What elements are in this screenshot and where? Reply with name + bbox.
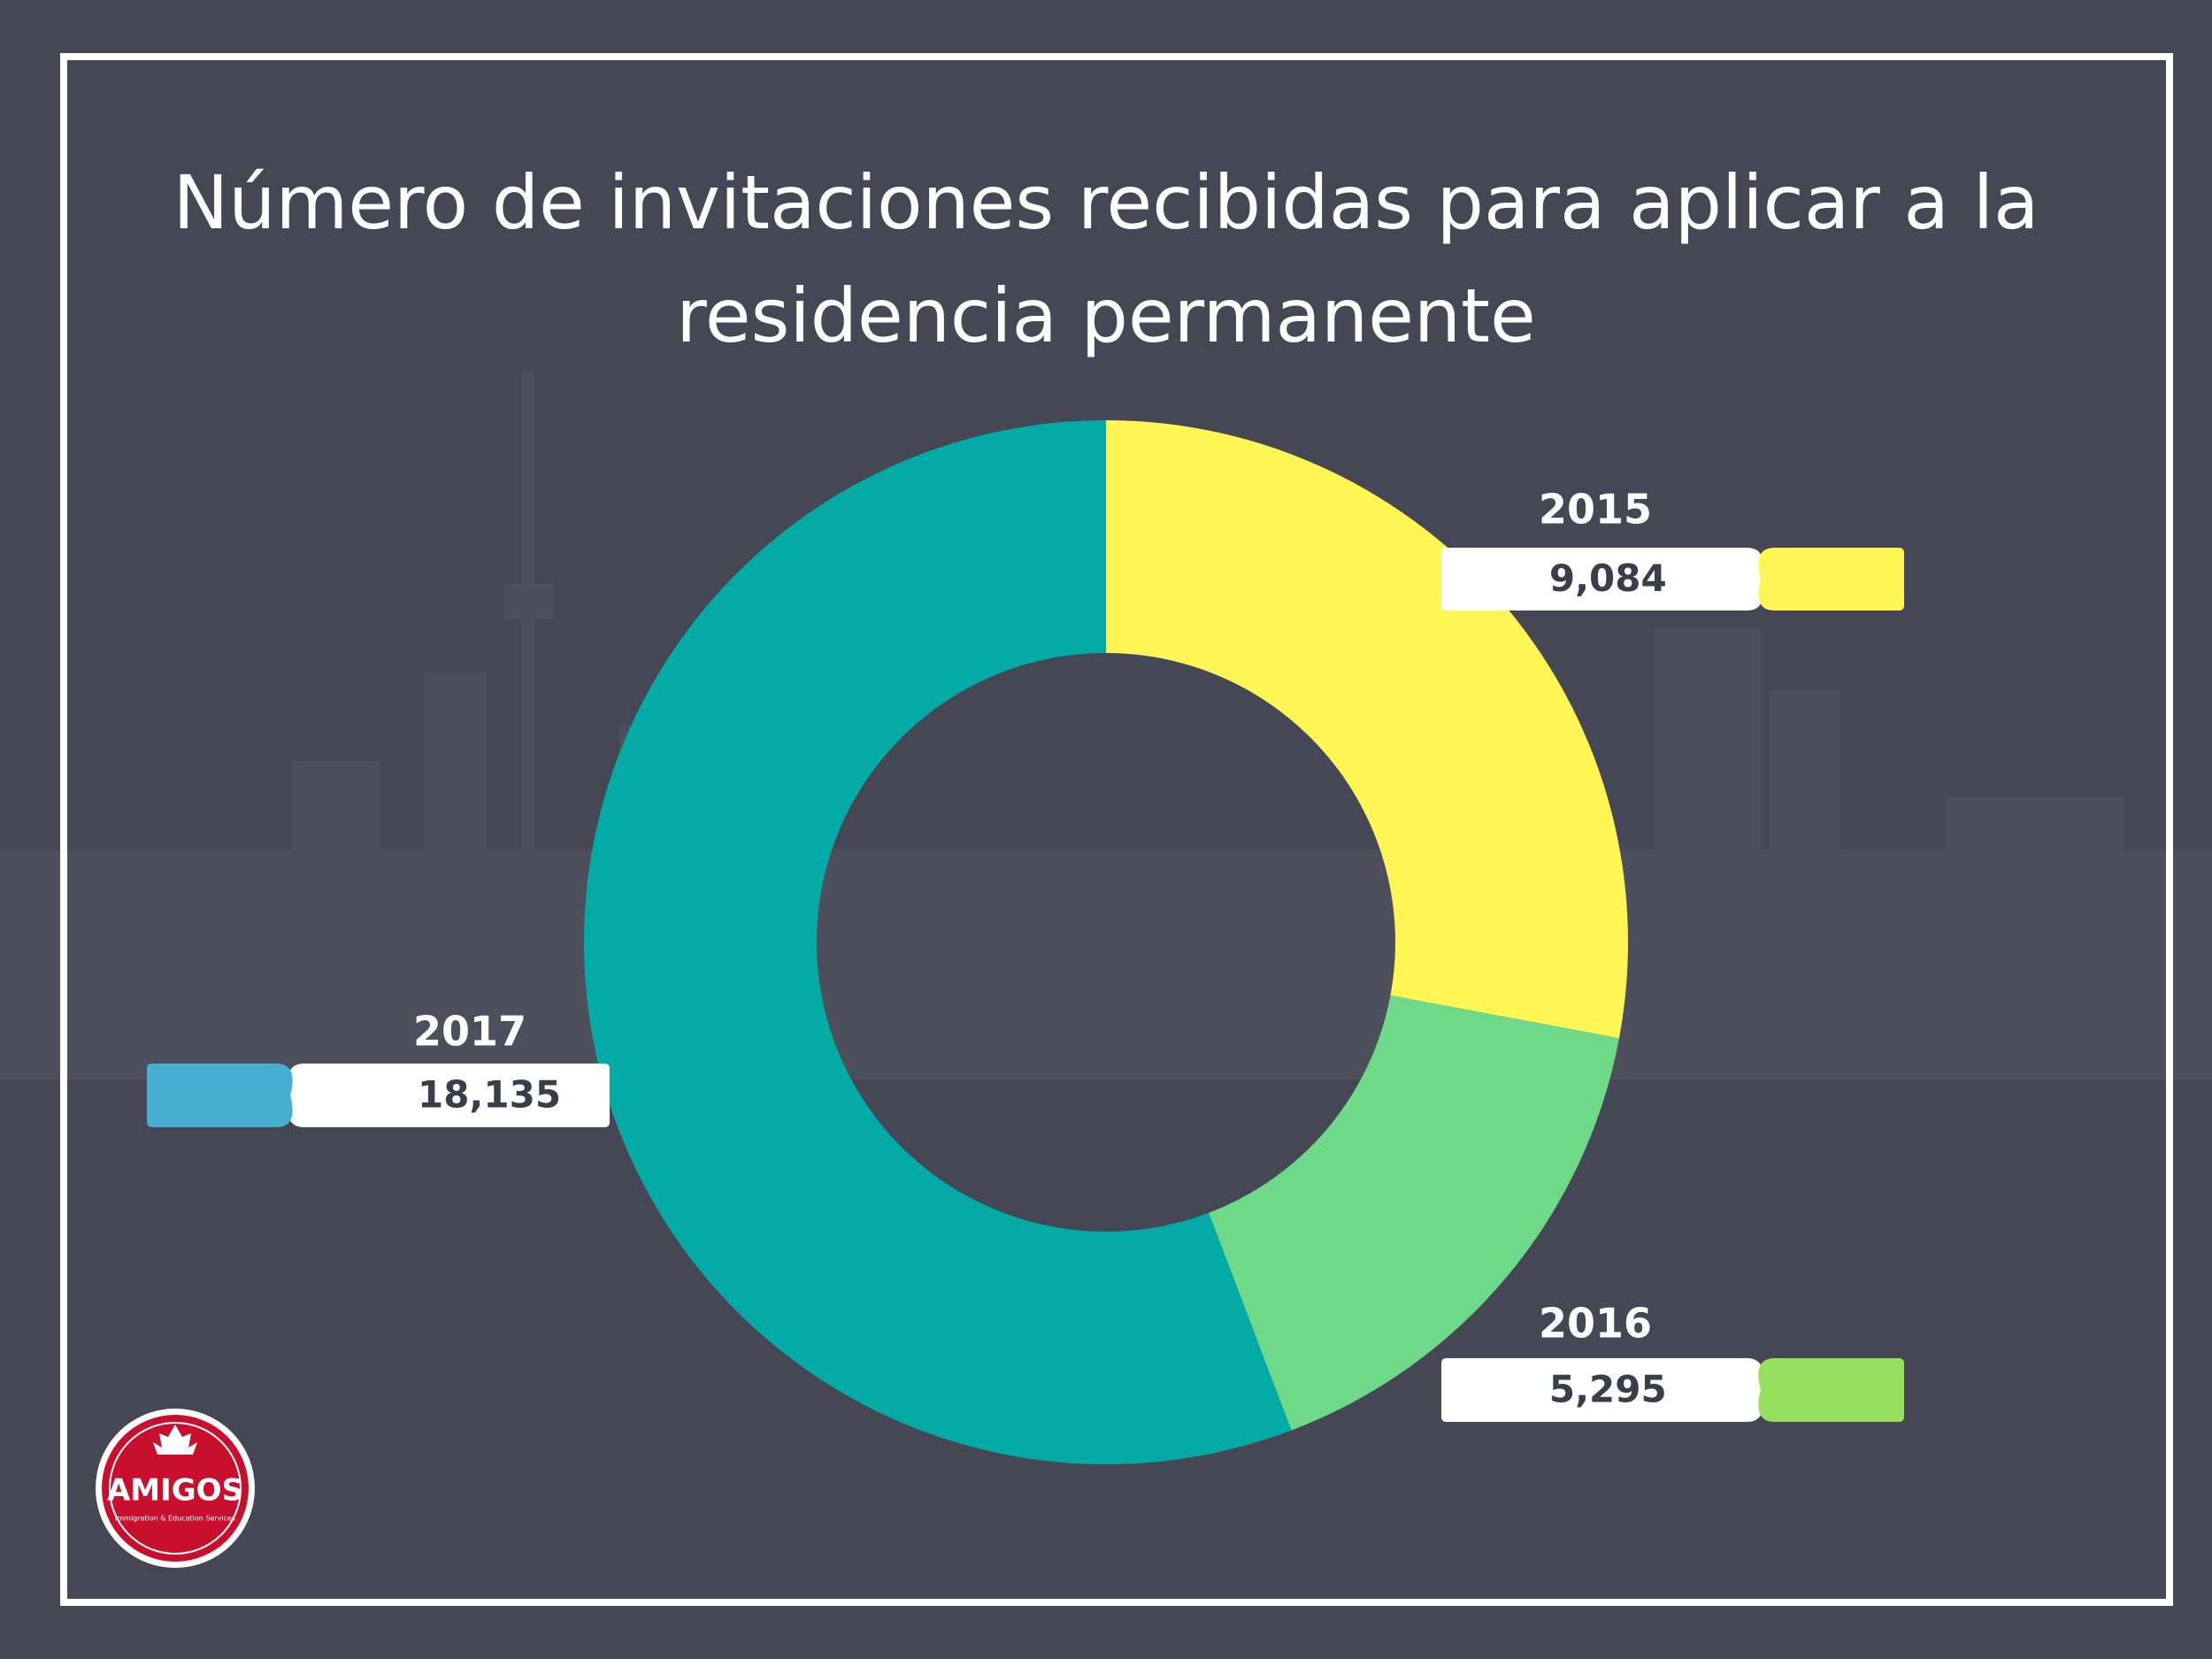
value-label: 18,135: [418, 1073, 561, 1117]
label-tag: [1441, 548, 1763, 611]
category-label: 2017: [413, 1008, 526, 1056]
category-label: 2015: [1539, 486, 1652, 534]
label-tag-end: [1758, 548, 1904, 611]
slice: [583, 420, 1292, 1465]
logo-tagline: Immigration & Education Services: [115, 1515, 235, 1523]
label-tag: [288, 1064, 610, 1127]
logo-name: AMIGOS: [107, 1473, 243, 1509]
frame: [60, 53, 2173, 1606]
value-label: 5,295: [1549, 1368, 1667, 1411]
slice: [1209, 995, 1619, 1431]
label-tag: [1441, 1358, 1763, 1422]
value-label: 9,084: [1549, 557, 1667, 600]
logo: AMIGOS Immigration & Education Services: [96, 1409, 255, 1568]
category-label: 2016: [1539, 1300, 1652, 1348]
chart-title: Número de invitaciones recibidas para ap…: [173, 159, 2039, 359]
label-tag-end: [1758, 1358, 1904, 1422]
slice: [1106, 420, 1628, 1039]
label-tag-end: [147, 1064, 293, 1127]
